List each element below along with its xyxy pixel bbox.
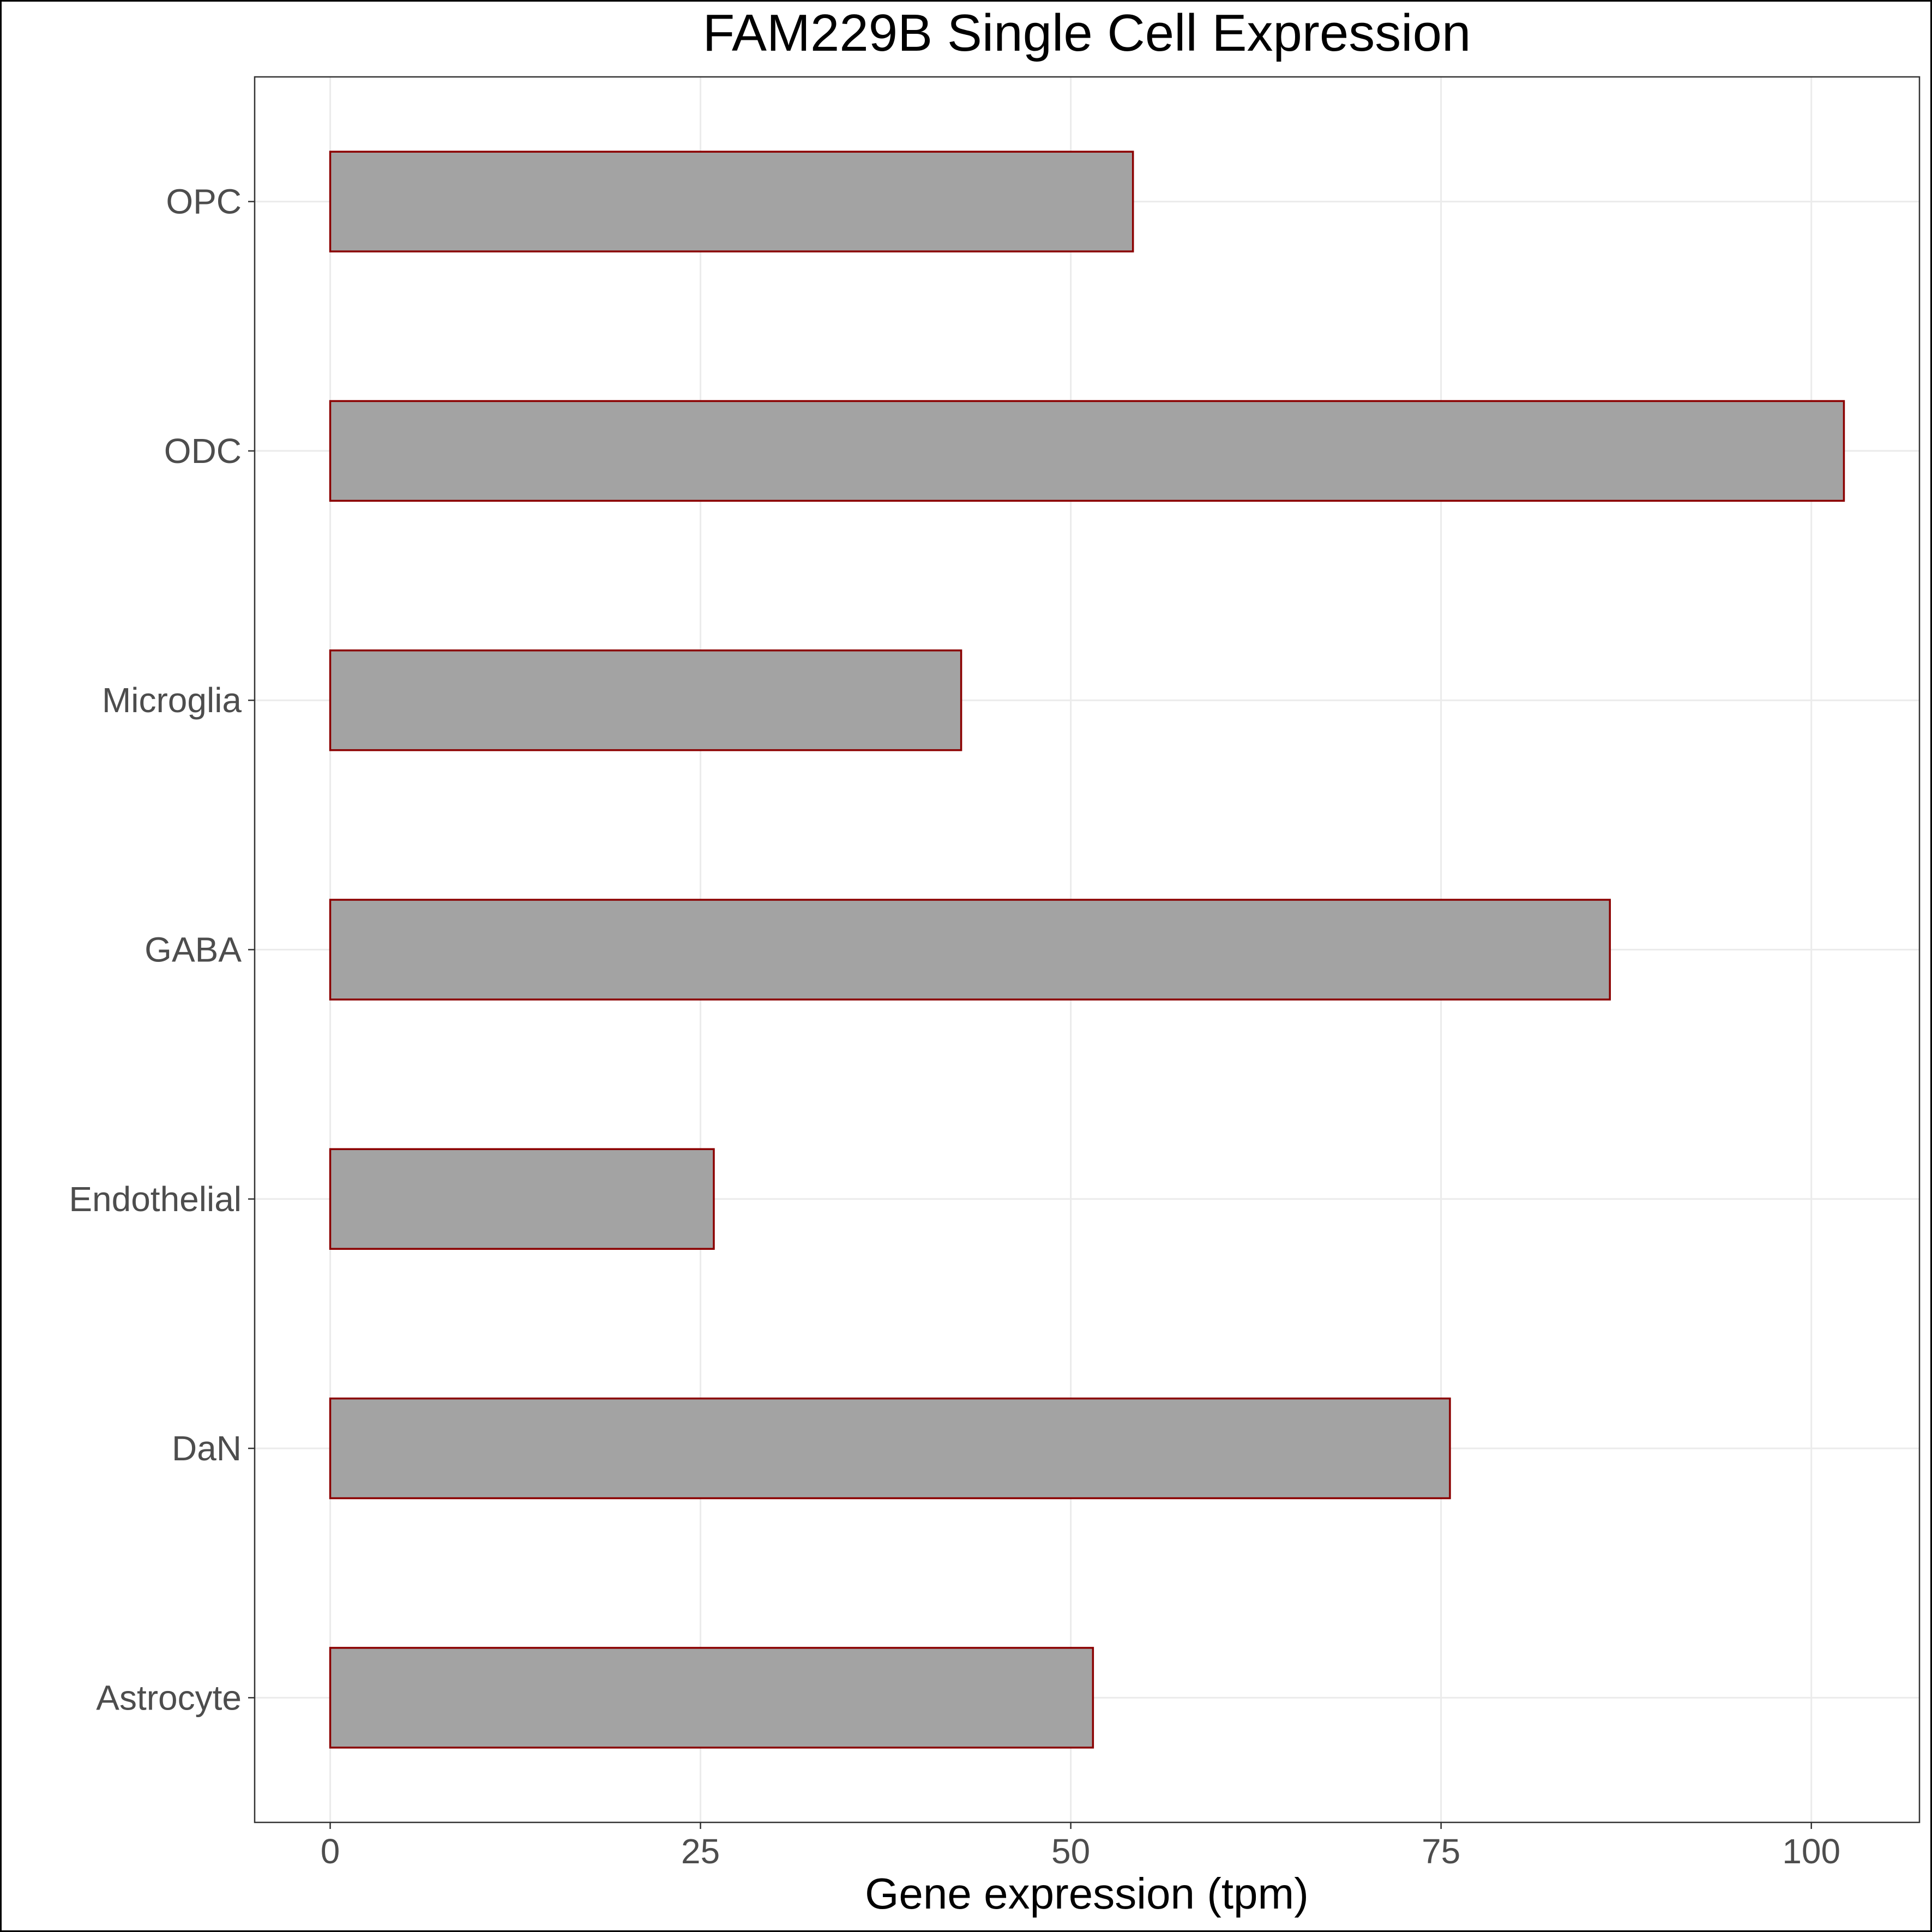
- x-tick-label: 75: [1422, 1832, 1460, 1871]
- bar-endothelial: [329, 1148, 715, 1250]
- y-tick-label-astrocyte: Astrocyte: [96, 1678, 242, 1717]
- x-tick-label: 50: [1051, 1832, 1090, 1871]
- chart-title: FAM229B Single Cell Expression: [703, 4, 1471, 62]
- bar-opc: [329, 151, 1134, 252]
- bar-astrocyte: [329, 1647, 1094, 1749]
- x-tick-label: 0: [321, 1832, 340, 1871]
- bars: [329, 151, 1845, 1749]
- y-tick-label-opc: OPC: [166, 182, 242, 221]
- x-axis-title: Gene expression (tpm): [865, 1869, 1309, 1918]
- axis-ticks: 0 25 50 75 100 OPC ODC Microglia GABA Endothelial…: [69, 182, 1840, 1871]
- y-tick-label-endothelial: Endothelial: [69, 1179, 242, 1219]
- y-tick-label-odc: ODC: [164, 431, 242, 471]
- y-tick-label-microglia: Microglia: [102, 681, 242, 720]
- x-tick-label: 100: [1782, 1832, 1840, 1871]
- bar-gaba: [329, 899, 1611, 1001]
- bar-microglia: [329, 649, 962, 751]
- y-tick-label-gaba: GABA: [145, 930, 242, 970]
- y-tick-label-dan: DaN: [172, 1429, 242, 1468]
- bar-odc: [329, 400, 1845, 502]
- bar-dan: [329, 1397, 1451, 1500]
- x-tick-label: 25: [681, 1832, 720, 1871]
